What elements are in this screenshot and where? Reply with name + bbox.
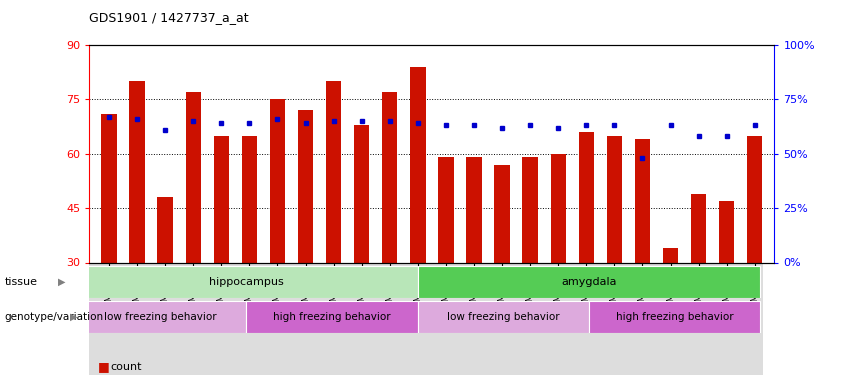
Bar (382, 92, 397, 262)
Bar (214, 136, 229, 262)
Bar (438, 158, 454, 262)
Text: genotype/variation: genotype/variation (4, 312, 103, 322)
Bar (494, 165, 510, 262)
Text: low freezing behavior: low freezing behavior (105, 312, 217, 322)
Bar (129, 81, 145, 262)
Text: count: count (111, 362, 142, 372)
Bar (101, 114, 117, 262)
Bar (354, 125, 369, 262)
Bar (691, 194, 706, 262)
Text: hippocampus: hippocampus (209, 277, 283, 287)
Bar (242, 136, 257, 262)
Bar (607, 136, 622, 262)
Bar (418, 266, 760, 298)
Text: high freezing behavior: high freezing behavior (273, 312, 391, 322)
Text: GDS1901 / 1427737_a_at: GDS1901 / 1427737_a_at (89, 11, 249, 24)
Text: tissue: tissue (4, 277, 37, 287)
Text: low freezing behavior: low freezing behavior (447, 312, 560, 322)
Bar (410, 67, 426, 262)
Bar (418, 301, 589, 333)
Bar (589, 301, 760, 333)
Text: ▶: ▶ (58, 277, 66, 287)
Bar (75, 301, 246, 333)
Bar (747, 136, 762, 262)
Bar (635, 139, 650, 262)
Text: ■: ■ (98, 360, 110, 373)
Text: amygdala: amygdala (561, 277, 617, 287)
Bar (298, 110, 313, 262)
Bar (579, 132, 594, 262)
Bar (270, 99, 285, 262)
Text: ▶: ▶ (70, 312, 77, 322)
Bar (326, 81, 341, 262)
Bar (523, 158, 538, 262)
Bar (466, 158, 482, 262)
Bar (186, 92, 201, 262)
Bar (719, 201, 734, 262)
Bar (157, 197, 173, 262)
Bar (246, 301, 418, 333)
Bar (551, 154, 566, 262)
Bar (663, 248, 678, 262)
Text: high freezing behavior: high freezing behavior (615, 312, 734, 322)
Bar (89, 262, 763, 375)
Bar (75, 266, 418, 298)
